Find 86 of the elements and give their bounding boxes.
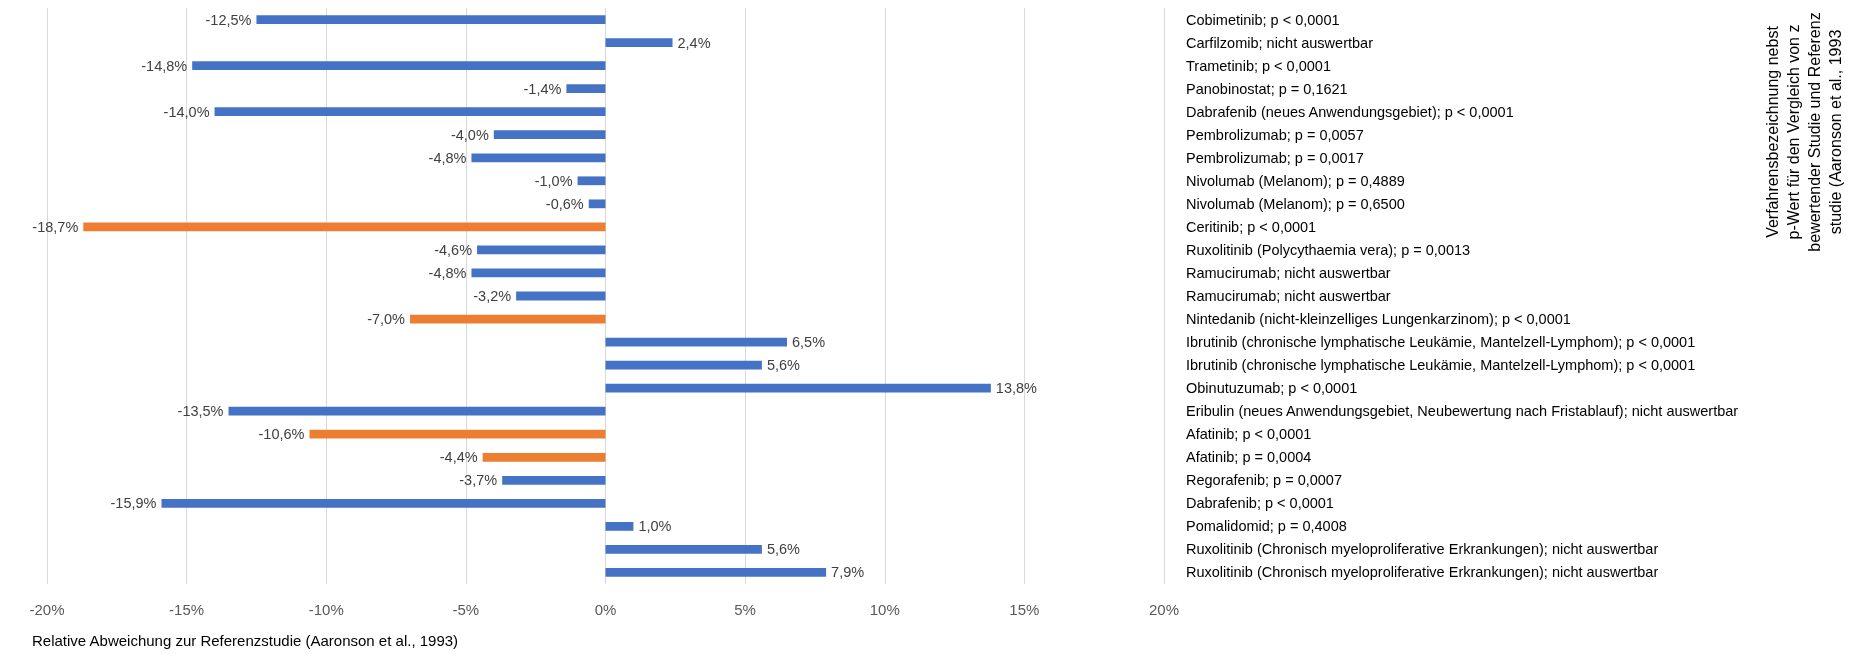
y-axis-title: Verfahrensbezeichnung nebst p-Wert für den Vergleich von z bewertender Studie und Referenz studie (Aaronson et al., 1993 (1764, 12, 1844, 252)
y-tick-label: Panobinostat; p = 0,1621 (1186, 80, 1348, 97)
bar (577, 176, 606, 186)
y-tick-label: Ibrutinib (chronische lymphatische Leukämie, Mantelzell-Lymphom); p < 0,0001 (1186, 357, 1696, 374)
data-label: -14,0% (163, 103, 210, 120)
y-tick-label: Ramucirumab; nicht auswertbar (1186, 264, 1391, 281)
data-label: -18,7% (32, 218, 79, 235)
y-tick-label: Ceritinib; p < 0,0001 (1186, 218, 1317, 235)
y-tick-label: Cobimetinib; p < 0,0001 (1186, 11, 1340, 28)
data-label: -4,6% (434, 241, 473, 258)
bar (471, 153, 606, 163)
data-label: -15,9% (110, 495, 157, 512)
y-tick-label: Nivolumab (Melanom); p = 0,6500 (1186, 195, 1405, 212)
y-tick-label: Ruxolitinib (Chronisch myeloproliferative Erkrankungen); nicht auswertbar (1186, 541, 1659, 558)
data-label: 13,8% (995, 380, 1038, 397)
y-tick-label: Dabrafenib (neues Anwendungsgebiet); p < 0,0001 (1186, 103, 1514, 120)
data-label: -4,8% (428, 149, 467, 166)
bar (410, 314, 606, 324)
y-tick-label: Ramucirumab; nicht auswertbar (1186, 288, 1391, 304)
data-label: -3,2% (473, 288, 512, 304)
y-tick-label: Ruxolitinib (Chronisch myeloproliferative Erkrankungen); nicht auswertbar (1186, 564, 1659, 581)
x-tick-label: 10% (869, 601, 900, 618)
bar (309, 429, 606, 439)
bar (502, 475, 606, 485)
bar (482, 452, 606, 462)
data-label: -3,7% (459, 472, 498, 489)
y-tick-label: Carfilzomib; nicht auswertbar (1186, 34, 1374, 51)
x-tick-label: -10% (308, 601, 344, 618)
x-tick-label: -20% (29, 601, 65, 618)
data-label: -4,4% (439, 449, 478, 466)
data-label: -10,6% (258, 426, 305, 443)
data-label: -4,0% (450, 126, 489, 143)
bar (214, 107, 606, 117)
x-tick-label: 20% (1148, 601, 1180, 618)
bar (493, 130, 606, 140)
y-tick-label: Regorafenib; p = 0,0007 (1186, 472, 1342, 489)
y-tick-label: Nivolumab (Melanom); p = 0,4889 (1186, 172, 1405, 189)
data-label: -12,5% (205, 11, 252, 28)
data-label: 6,5% (792, 334, 826, 351)
x-tick-label: 0% (594, 601, 617, 618)
data-label: -4,8% (428, 264, 467, 281)
y-tick-label: Eribulin (neues Anwendungsgebiet, Neubewertung nach Fristablauf); nicht auswertbar (1186, 403, 1739, 420)
x-tick-label: 5% (734, 601, 756, 618)
x-axis-title: Relative Abweichung zur Referenzstudie (Aaronson et al., 1993) (32, 632, 459, 649)
bar (605, 38, 673, 47)
bar (228, 406, 606, 416)
bar (192, 61, 606, 70)
bar (605, 568, 827, 577)
y-tick-label: Dabrafenib; p < 0,0001 (1186, 495, 1334, 512)
data-label: 5,6% (766, 541, 801, 558)
x-tick-label: -5% (452, 601, 480, 618)
x-tick-label: 15% (1009, 601, 1040, 618)
bar (566, 84, 606, 94)
y-tick-label: Afatinib; p = 0,0004 (1186, 449, 1312, 466)
bar (605, 545, 762, 554)
y-tick-label: Pomalidomid; p = 0,4008 (1186, 518, 1347, 535)
bar (605, 522, 634, 531)
data-label: 1,0% (638, 518, 672, 535)
y-tick-label: Ibrutinib (chronische lymphatische Leukämie, Mantelzell-Lymphom); p < 0,0001 (1186, 334, 1696, 351)
data-label: -13,5% (177, 403, 224, 420)
bar (471, 268, 606, 278)
data-label: -1,4% (523, 80, 562, 97)
x-tick-label: -15% (169, 601, 205, 618)
y-tick-label: Ruxolitinib (Polycythaemia vera); p = 0,0013 (1186, 241, 1471, 258)
bar (588, 199, 606, 209)
data-label: 2,4% (677, 34, 711, 51)
data-label: 7,9% (831, 564, 865, 581)
data-label: -7,0% (367, 311, 406, 328)
bar (605, 360, 762, 370)
y-tick-label: Trametinib; p < 0,0001 (1186, 57, 1331, 74)
bar (161, 498, 606, 508)
data-label: -14,8% (141, 57, 188, 74)
y-tick-label: Pembrolizumab; p = 0,0017 (1186, 149, 1364, 166)
data-label: 5,6% (766, 357, 801, 374)
bar (516, 291, 606, 301)
y-tick-label: Obinutuzumab; p < 0,0001 (1186, 380, 1358, 397)
bar (605, 383, 991, 393)
y-tick-label: Pembrolizumab; p = 0,0057 (1186, 126, 1364, 143)
bar (605, 337, 788, 347)
y-tick-label: Nintedanib (nicht-kleinzelliges Lungenkarzinom); p < 0,0001 (1186, 311, 1571, 328)
bar (477, 245, 606, 255)
data-label: -0,6% (545, 195, 584, 212)
data-label: -1,0% (534, 172, 573, 189)
y-tick-label: Afatinib; p < 0,0001 (1186, 426, 1312, 443)
bar (256, 15, 606, 24)
bar (83, 222, 606, 232)
